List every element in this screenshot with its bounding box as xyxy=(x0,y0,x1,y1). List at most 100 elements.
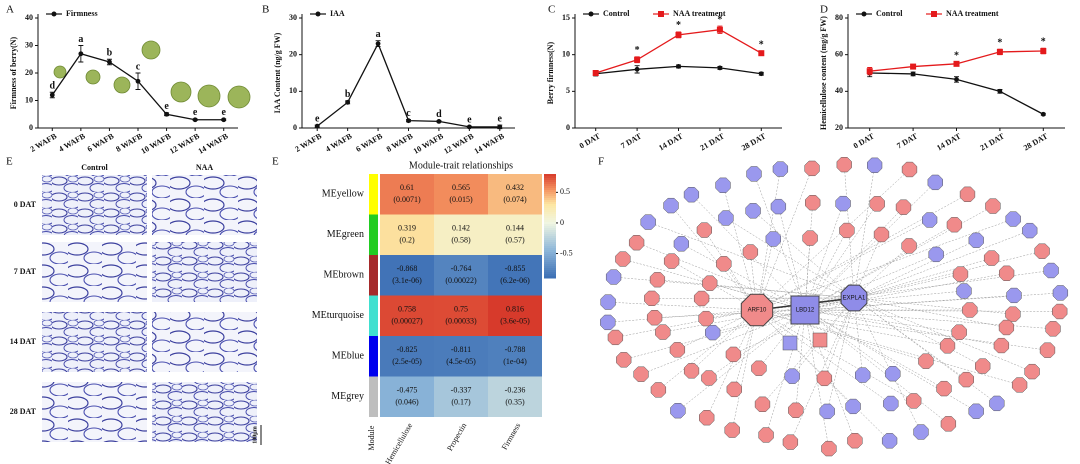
data-point xyxy=(910,63,917,70)
colorbar-step xyxy=(544,260,556,263)
colorbar-step xyxy=(544,182,556,185)
cell-pvalue: (3.1e-06) xyxy=(392,276,422,285)
x-tick-label: 8 WAFB xyxy=(385,131,415,154)
network-node xyxy=(901,161,918,178)
row-label: MEblue xyxy=(332,351,365,362)
grape-image xyxy=(113,76,131,94)
cell-pvalue: (4.5e-05) xyxy=(446,357,476,366)
legend-label: Control xyxy=(876,9,903,18)
colorbar-step xyxy=(544,186,556,189)
significance-label: e xyxy=(164,101,169,112)
network-edge xyxy=(756,309,854,407)
network-node xyxy=(788,402,804,418)
cell-pvalue: (0.015) xyxy=(449,195,473,204)
colorbar-step xyxy=(544,238,556,241)
network-node xyxy=(867,157,883,173)
network-node xyxy=(725,346,742,363)
colorbar-step xyxy=(544,218,556,221)
network-node xyxy=(839,222,855,239)
data-point xyxy=(406,118,411,124)
micrograph xyxy=(42,312,147,372)
x-tick-label: 0 DAT xyxy=(578,131,602,150)
cell-pvalue: (0.2) xyxy=(399,236,415,245)
x-tick-label: 14 WAFB xyxy=(473,131,507,156)
data-point xyxy=(717,65,723,71)
network-edge xyxy=(756,309,891,404)
y-tick-label: 0 xyxy=(29,123,33,132)
heatmap-cell xyxy=(488,255,542,296)
network-node xyxy=(936,380,952,397)
network-edge xyxy=(804,254,937,311)
grape-image xyxy=(197,84,221,108)
cell-pvalue: (1e-04) xyxy=(503,357,527,366)
network-node xyxy=(869,196,885,212)
cell-value: 0.816 xyxy=(506,305,524,314)
panel-label: A xyxy=(6,4,14,16)
cell-value: 0.565 xyxy=(452,183,470,192)
data-point xyxy=(466,124,472,130)
significance-label: d xyxy=(50,81,56,92)
colorbar-step xyxy=(544,194,556,197)
colorbar-step xyxy=(544,228,556,231)
legend-marker xyxy=(658,11,664,17)
x-tick-label: 14 WAFB xyxy=(197,131,231,156)
significance-label: a xyxy=(78,34,83,45)
y-axis-label: Berry firmness(N) xyxy=(546,41,555,104)
network-node xyxy=(628,235,645,251)
grape-image xyxy=(53,65,67,79)
colorbar-step xyxy=(544,258,556,261)
hub-label: ARF10 xyxy=(748,308,767,314)
network-edge xyxy=(756,169,910,311)
y-tick-label: 10 xyxy=(562,49,570,58)
data-point xyxy=(107,59,112,65)
y-tick-label: 5 xyxy=(566,86,570,95)
network-edge xyxy=(756,309,948,347)
y-tick-label: 10 xyxy=(289,86,297,95)
network-edge xyxy=(706,309,758,418)
data-point xyxy=(592,70,599,76)
network-edge xyxy=(790,297,855,443)
network-edge xyxy=(804,182,936,311)
network-edge xyxy=(756,168,813,311)
cell-pvalue: (0.58) xyxy=(451,236,471,245)
network-node xyxy=(952,266,969,282)
network-node xyxy=(745,203,761,219)
significance-label: * xyxy=(676,20,681,31)
network-node xyxy=(683,363,700,379)
data-point xyxy=(634,66,640,72)
legend-label: NAA treatment xyxy=(946,9,999,18)
cell-value: 0.432 xyxy=(506,183,524,192)
network-node xyxy=(939,338,956,354)
colorbar-step xyxy=(544,198,556,201)
network-node xyxy=(999,265,1015,281)
network: ARF10 LBD12 EXPLA1 xyxy=(600,157,1069,457)
network-node xyxy=(895,199,912,215)
network-node xyxy=(698,310,714,327)
y-tick-label: 0 xyxy=(566,123,570,132)
network-edge xyxy=(804,309,945,389)
y-tick-label: 15 xyxy=(562,13,570,22)
legend-label: Control xyxy=(603,9,630,18)
network-node xyxy=(885,366,901,382)
network-node xyxy=(845,398,861,415)
network-edge xyxy=(670,205,758,311)
cell-value: 0.319 xyxy=(398,224,416,233)
network-edge xyxy=(853,297,1013,315)
significance-label: a xyxy=(376,29,381,40)
network-node xyxy=(993,337,1010,354)
data-point xyxy=(758,50,765,57)
colorbar-step xyxy=(544,180,556,183)
row-label: 0 DAT xyxy=(14,200,37,209)
axis xyxy=(847,14,1065,129)
network-node xyxy=(782,335,798,351)
colorbar-step xyxy=(544,264,556,267)
network-node xyxy=(913,424,929,440)
network-node xyxy=(673,236,689,252)
cell-pvalue: (0.35) xyxy=(505,398,525,407)
network-node xyxy=(718,210,734,226)
network-node xyxy=(816,370,833,387)
network-edge xyxy=(708,309,806,379)
y-tick-label: 40 xyxy=(25,13,33,22)
network-edge xyxy=(804,309,960,333)
